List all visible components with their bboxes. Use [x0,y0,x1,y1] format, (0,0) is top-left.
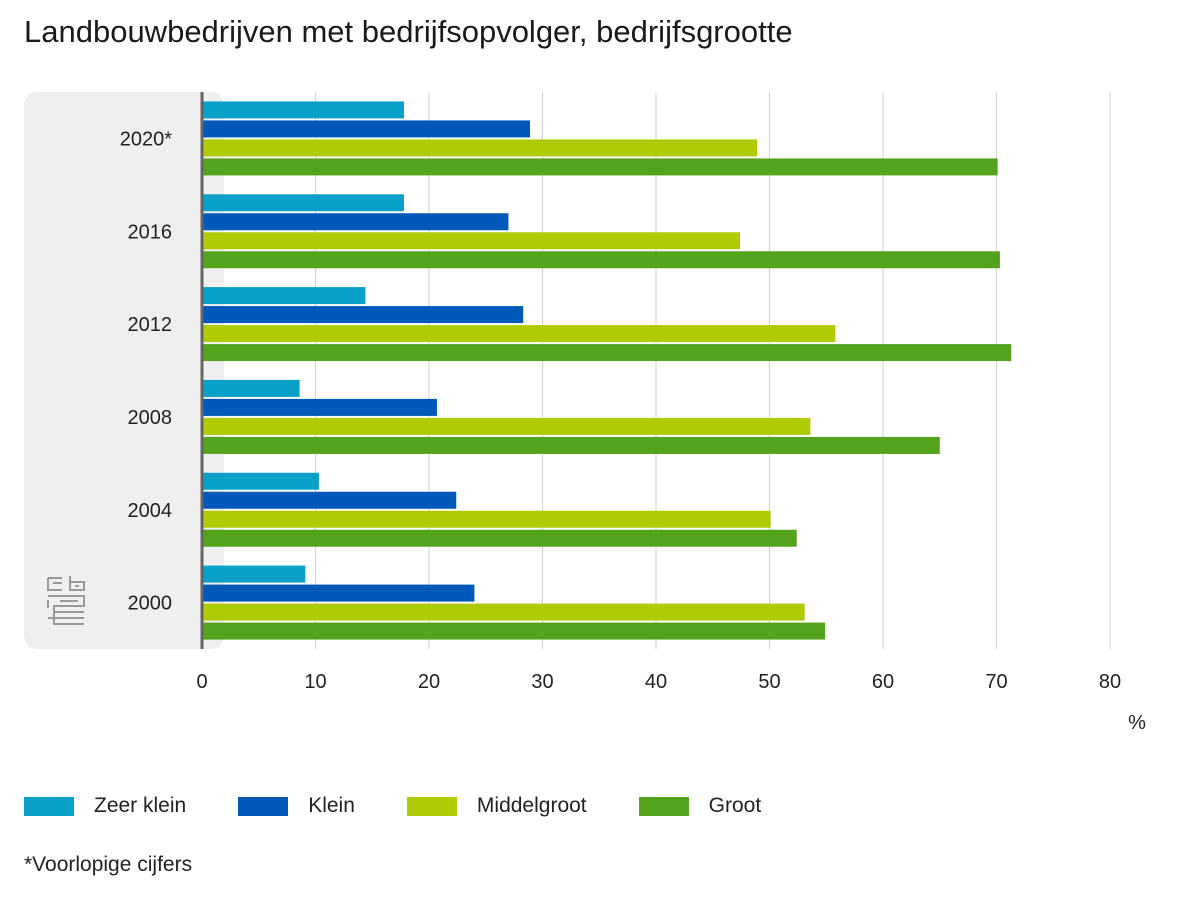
category-label: 2016 [128,221,173,243]
bars [202,101,1012,640]
bar [202,584,475,602]
legend-item-klein: Klein [238,794,355,818]
bar [202,417,811,435]
x-tick-label: 30 [531,671,553,693]
bar [202,325,836,343]
legend-label-groot: Groot [708,794,762,817]
x-tick-label: 50 [758,671,780,693]
x-tick-label: 80 [1099,671,1121,693]
bar [202,529,797,547]
bar [202,287,366,305]
footnote: *Voorlopige cijfers [24,853,193,876]
legend-item-zeer-klein: Zeer klein [24,794,186,818]
bar [202,158,998,176]
bar [202,398,437,416]
category-panel [24,92,224,649]
category-label: 2020* [120,128,172,150]
x-tick-label: 40 [645,671,667,693]
bar [202,565,306,583]
bar [202,472,319,490]
legend-item-groot: Groot [638,794,762,818]
bar [202,379,300,397]
legend: Zeer klein Klein Middelgroot Groot [24,790,813,822]
x-tick-label: 0 [196,671,207,693]
bar [202,213,509,231]
chart-title: Landbouwbedrijven met bedrijfsopvolger, … [24,14,793,49]
legend-swatch-groot [638,796,689,816]
tick-labels: 0 10 20 30 40 50 60 70 80 [196,671,1121,693]
bar [202,344,1012,362]
x-tick-label: 60 [872,671,894,693]
chart-area: 2020* 2016 2012 2008 2004 2000 0 10 20 30 40 50 60 7… [24,92,1146,734]
x-tick-label: 10 [304,671,326,693]
bar [202,194,405,212]
x-tick-label: 20 [418,671,440,693]
legend-label-klein: Klein [308,794,355,817]
legend-item-middelgroot: Middelgroot [406,794,587,818]
legend-label-middelgroot: Middelgroot [476,794,587,817]
legend-swatch-zeer-klein [24,796,74,816]
category-label: 2008 [128,407,173,429]
x-tick-label: 70 [985,671,1007,693]
bar [202,622,826,640]
bar [202,491,457,509]
bar [202,436,940,454]
x-axis-unit-label: % [1128,712,1146,734]
legend-label-zeer-klein: Zeer klein [94,794,187,817]
gridlines [315,92,1111,649]
category-label: 2012 [128,314,173,336]
legend-swatch-middelgroot [406,796,457,816]
bar [202,120,531,138]
category-label: 2000 [128,593,173,615]
category-label: 2004 [128,500,173,522]
bar [202,603,805,621]
bar [202,139,758,157]
bar [202,510,771,528]
bar [202,251,1000,269]
bar [202,306,524,324]
cbs-logo-icon [47,576,85,625]
category-labels: 2020* 2016 2012 2008 2004 2000 [120,128,172,614]
legend-swatch-klein [238,796,289,816]
bar [202,101,405,119]
bar [202,232,740,250]
